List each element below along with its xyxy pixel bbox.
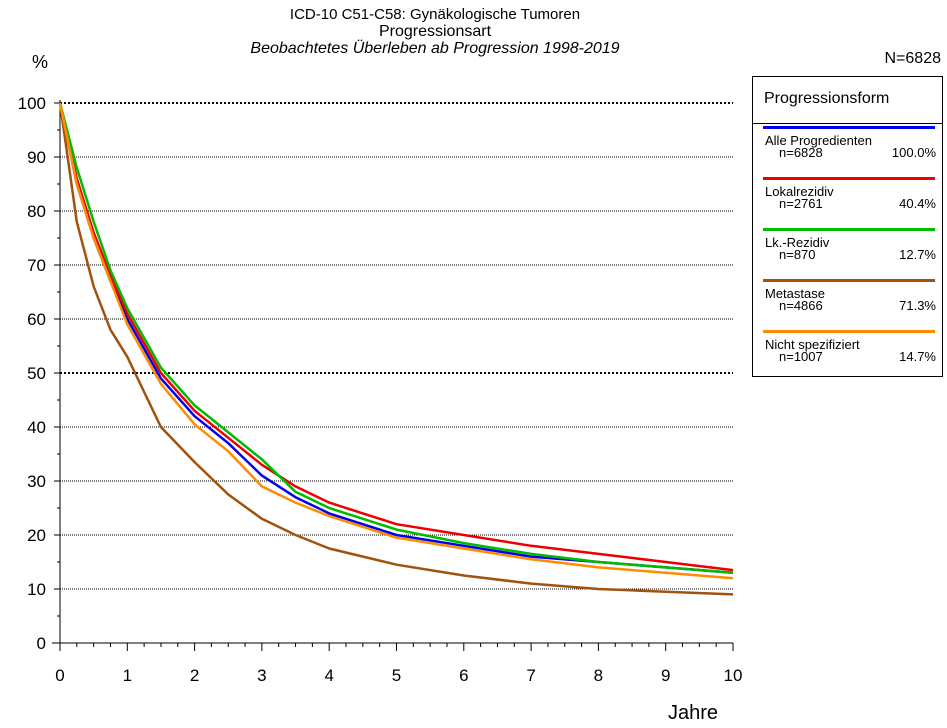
legend-item-percent: 14.7% (899, 349, 936, 364)
legend-item-count: n=6828 (779, 145, 823, 160)
ticks: 0 10 20 30 40 50 60 70 80 90 100 0 1 2 3 4 5 6 7 8 9 10 (18, 94, 743, 685)
series-line-lk-rezidiv (58, 102, 734, 575)
legend-swatch (763, 228, 935, 231)
x-tick-label: 3 (257, 666, 266, 685)
chart-title: ICD-10 C51-C58: Gynäkologische Tumoren (289, 6, 581, 23)
legend: Progressionsform Alle Progredienten n=682… (752, 76, 943, 377)
y-tick-label: 40 (27, 418, 46, 437)
x-tick-label: 4 (324, 666, 333, 685)
x-tick-label: 8 (594, 666, 603, 685)
series-line-alle-progredienten (58, 102, 734, 575)
x-tick-label: 0 (55, 666, 64, 685)
legend-swatch (763, 330, 935, 333)
legend-item-name: Lk.-Rezidiv (765, 235, 830, 250)
series-line-lokalrezidiv (58, 102, 734, 572)
legend-item-count: n=4866 (779, 298, 823, 313)
y-tick-label: 50 (27, 364, 46, 383)
x-tick-label: 9 (661, 666, 670, 685)
y-tick-label: 60 (27, 310, 46, 329)
legend-item-percent: 12.7% (899, 247, 936, 262)
y-tick-label: 70 (27, 256, 46, 275)
grid-lines (60, 102, 733, 590)
y-tick-label: 10 (27, 580, 46, 599)
legend-swatch (763, 126, 935, 129)
x-tick-label: 2 (190, 666, 199, 685)
legend-item: Alle Progredienten n=6828 100.0% (763, 126, 938, 172)
y-tick-label: 30 (27, 472, 46, 491)
legend-item-name: Lokalrezidiv (765, 184, 834, 199)
chart-subtitle: Progressionsart (378, 23, 492, 40)
y-axis-unit: % (32, 52, 49, 72)
legend-item-percent: 100.0% (891, 145, 936, 160)
axes (52, 100, 733, 651)
legend-item-percent: 71.3% (899, 298, 936, 313)
chart-title-block: ICD-10 C51-C58: Gynäkologische Tumoren P… (150, 6, 720, 57)
legend-swatch (763, 279, 935, 282)
x-axis-label: Jahre (668, 702, 719, 724)
y-tick-label: 20 (27, 526, 46, 545)
x-tick-label: 5 (392, 666, 401, 685)
legend-item-count: n=1007 (779, 349, 823, 364)
legend-item-name: Nicht spezifiziert (765, 337, 860, 352)
series-lines (58, 102, 734, 596)
x-tick-label: 7 (526, 666, 535, 685)
x-tick-label: 1 (123, 666, 132, 685)
legend-item: Lk.-Rezidiv n=870 12.7% (763, 228, 938, 274)
x-tick-label: 10 (724, 666, 743, 685)
legend-item: Lokalrezidiv n=2761 40.4% (763, 177, 938, 223)
chart-caption: Beobachtetes Überleben ab Progression 19… (250, 40, 620, 57)
legend-item-name: Metastase (765, 286, 825, 301)
x-tick-label: 6 (459, 666, 468, 685)
series-line-nicht-spezifiziert (58, 102, 734, 580)
y-tick-label: 100 (18, 94, 46, 113)
legend-item-count: n=2761 (779, 196, 823, 211)
y-tick-label: 90 (27, 148, 46, 167)
legend-swatch (763, 177, 935, 180)
legend-item-count: n=870 (779, 247, 816, 262)
legend-item-percent: 40.4% (899, 196, 936, 211)
legend-item: Nicht spezifiziert n=1007 14.7% (763, 330, 938, 376)
series-line-metastase (58, 102, 734, 596)
y-tick-label: 80 (27, 202, 46, 221)
legend-item: Metastase n=4866 71.3% (763, 279, 938, 325)
legend-item-name: Alle Progredienten (765, 133, 872, 148)
total-count: N=6828 (884, 50, 942, 67)
legend-title: Progressionsform (753, 77, 942, 124)
y-tick-label: 0 (37, 634, 46, 653)
